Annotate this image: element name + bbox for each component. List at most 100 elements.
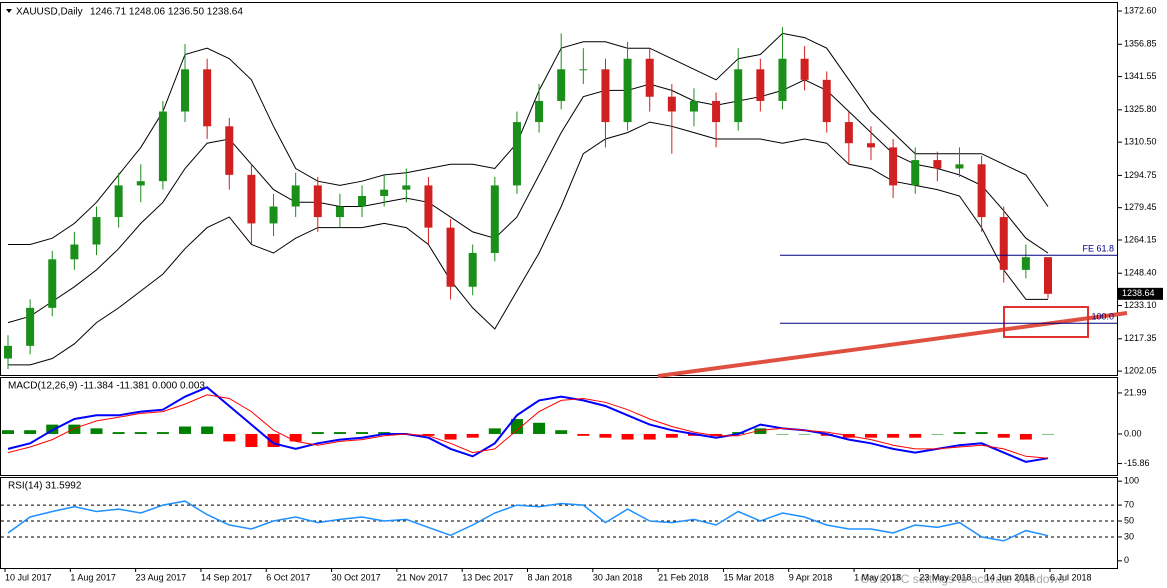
- macd-bar: [975, 432, 988, 434]
- y-tick-label: 1341.55: [1124, 71, 1157, 81]
- macd-bar: [90, 428, 103, 434]
- macd-bar: [754, 428, 767, 434]
- date-label: 10 Jul 2017: [5, 572, 52, 582]
- y-tick-label: 70: [1124, 499, 1134, 509]
- candle-body: [734, 69, 743, 123]
- price-label-bg: [1118, 287, 1163, 300]
- date-label: 23 Aug 2017: [136, 572, 187, 582]
- candle-body: [844, 122, 853, 144]
- date-label: 30 Oct 2017: [332, 572, 381, 582]
- candle-body: [889, 147, 898, 186]
- candle-body: [557, 69, 566, 101]
- rsi-panel: [0, 477, 1118, 569]
- candle-body: [424, 185, 433, 228]
- watermark: Go to PC settings to activate Windows: [860, 572, 1064, 586]
- macd-bar: [776, 433, 789, 435]
- fibo-label: FE 61.8: [1082, 244, 1114, 254]
- macd-title: MACD(12,26,9) -11.384 -11.381 0.000 0.00…: [8, 381, 205, 392]
- candle-body: [712, 100, 721, 123]
- y-tick-label: 1217.35: [1124, 333, 1157, 343]
- macd-bar: [156, 432, 169, 434]
- macd-bar: [665, 433, 678, 438]
- candle-body: [269, 206, 278, 224]
- y-tick-label: 50: [1124, 515, 1134, 525]
- candle-body: [136, 181, 145, 186]
- macd-bar: [333, 432, 346, 434]
- macd-bar: [997, 433, 1010, 438]
- y-tick-label: -15.86: [1124, 458, 1150, 468]
- y-tick-label: 0.00: [1124, 428, 1142, 438]
- macd-bar: [245, 433, 258, 448]
- macd-panel: [0, 377, 1118, 476]
- date-label: 9 Apr 2018: [789, 572, 833, 582]
- macd-bar: [422, 433, 435, 436]
- candle-body: [667, 96, 676, 112]
- candle-body: [158, 111, 167, 182]
- y-tick-label: 1264.15: [1124, 234, 1157, 244]
- macd-line: [7, 394, 1049, 459]
- candle-body: [1044, 257, 1052, 294]
- candle-body: [756, 69, 765, 101]
- macd-bar: [1019, 433, 1032, 440]
- candle-body: [247, 174, 256, 224]
- date-label: 14 Sep 2017: [201, 572, 252, 582]
- date-label: 14 Jun 2018: [985, 572, 1035, 582]
- macd-bar: [621, 433, 634, 440]
- rsi-line: [7, 500, 1049, 542]
- macd-bar: [488, 428, 501, 434]
- y-tick-label: 1310.50: [1124, 137, 1157, 147]
- candle-body: [866, 143, 875, 148]
- candle-body: [114, 185, 123, 218]
- y-tick-label: 21.99: [1124, 387, 1147, 397]
- candle-body: [70, 244, 79, 260]
- candle-body: [999, 217, 1008, 270]
- macd-bar: [466, 433, 479, 438]
- macd-bar: [710, 433, 723, 436]
- candle-body: [689, 100, 698, 112]
- y-tick-label: 1233.10: [1124, 300, 1157, 310]
- symbol-title: XAUUSD,Daily: [16, 7, 83, 18]
- trend-line: [657, 311, 1128, 378]
- candle-body: [800, 58, 809, 80]
- candle-body: [203, 69, 212, 127]
- candle-body: [933, 160, 942, 169]
- macd-line: [7, 386, 1049, 463]
- candle-body: [645, 58, 654, 97]
- candle-body: [358, 195, 367, 207]
- y-tick-label: 1356.85: [1124, 39, 1157, 49]
- price-label: 1238.64: [1122, 288, 1155, 298]
- y-tick-label: 1248.40: [1124, 268, 1157, 278]
- macd-bar: [643, 433, 656, 440]
- candle-body: [601, 69, 610, 123]
- macd-bar: [112, 432, 125, 434]
- macd-bar: [1042, 433, 1054, 435]
- candle-body: [535, 100, 544, 123]
- candle-body: [380, 189, 389, 196]
- date-label: 8 Jan 2018: [528, 572, 573, 582]
- candle-body: [225, 126, 234, 175]
- candle-body: [955, 164, 964, 169]
- macd-bar: [909, 433, 922, 438]
- macd-bar: [201, 426, 214, 434]
- macd-bar: [864, 433, 877, 438]
- macd-bar: [134, 432, 147, 434]
- menu-arrow: [6, 9, 12, 13]
- macd-bar: [555, 430, 568, 434]
- price-panel: [0, 2, 1118, 376]
- candle-body: [26, 307, 35, 346]
- y-tick-label: 1202.05: [1124, 365, 1157, 375]
- macd-bar: [2, 430, 14, 434]
- date-label: 15 Mar 2018: [723, 572, 774, 582]
- y-tick-label: 1279.45: [1124, 202, 1157, 212]
- candle-body: [181, 69, 190, 112]
- date-label: 6 Oct 2017: [266, 572, 310, 582]
- y-tick-label: 0: [1124, 555, 1129, 565]
- date-label: 23 May 2018: [919, 572, 971, 582]
- candle-body: [335, 206, 344, 218]
- macd-bar: [577, 433, 590, 436]
- candle-body: [313, 185, 322, 218]
- macd-bar: [887, 433, 900, 438]
- candle-body: [512, 122, 521, 186]
- candle-body: [490, 185, 499, 253]
- y-tick-label: 1372.60: [1124, 5, 1157, 15]
